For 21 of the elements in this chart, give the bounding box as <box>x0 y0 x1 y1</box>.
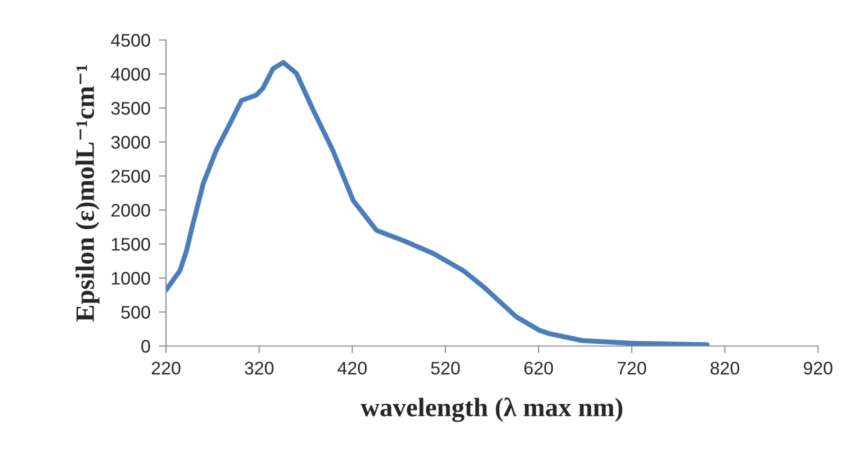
x-tick-label: 920 <box>804 362 832 375</box>
x-tick-label: 220 <box>152 362 180 375</box>
y-tick-label: 1500 <box>112 238 150 251</box>
y-tick-label: 1000 <box>112 272 150 285</box>
x-tick-label: 420 <box>338 362 367 375</box>
y-tick-label: 0 <box>141 340 150 353</box>
y-tick-label: 3000 <box>111 136 150 149</box>
x-tick-label: 620 <box>524 362 553 375</box>
line-series <box>166 60 710 346</box>
x-tick-label: 820 <box>710 362 740 375</box>
y-tick-label: 2500 <box>111 170 150 183</box>
y-axis-title: Epsilon (ε)molL⁻¹cm⁻¹ <box>76 65 100 322</box>
x-axis-title: wavelength (λ max nm) <box>360 398 622 422</box>
y-tick-label: 500 <box>121 306 150 319</box>
y-tick-label: 4500 <box>110 34 150 47</box>
y-tick-label: 3500 <box>111 102 150 115</box>
y-tick-label: 2000 <box>111 204 150 217</box>
x-tick-label: 320 <box>244 362 274 375</box>
x-tick-label: 520 <box>431 362 460 375</box>
y-tick-label: 4000 <box>110 68 150 81</box>
x-tick-label: 720 <box>618 362 646 375</box>
